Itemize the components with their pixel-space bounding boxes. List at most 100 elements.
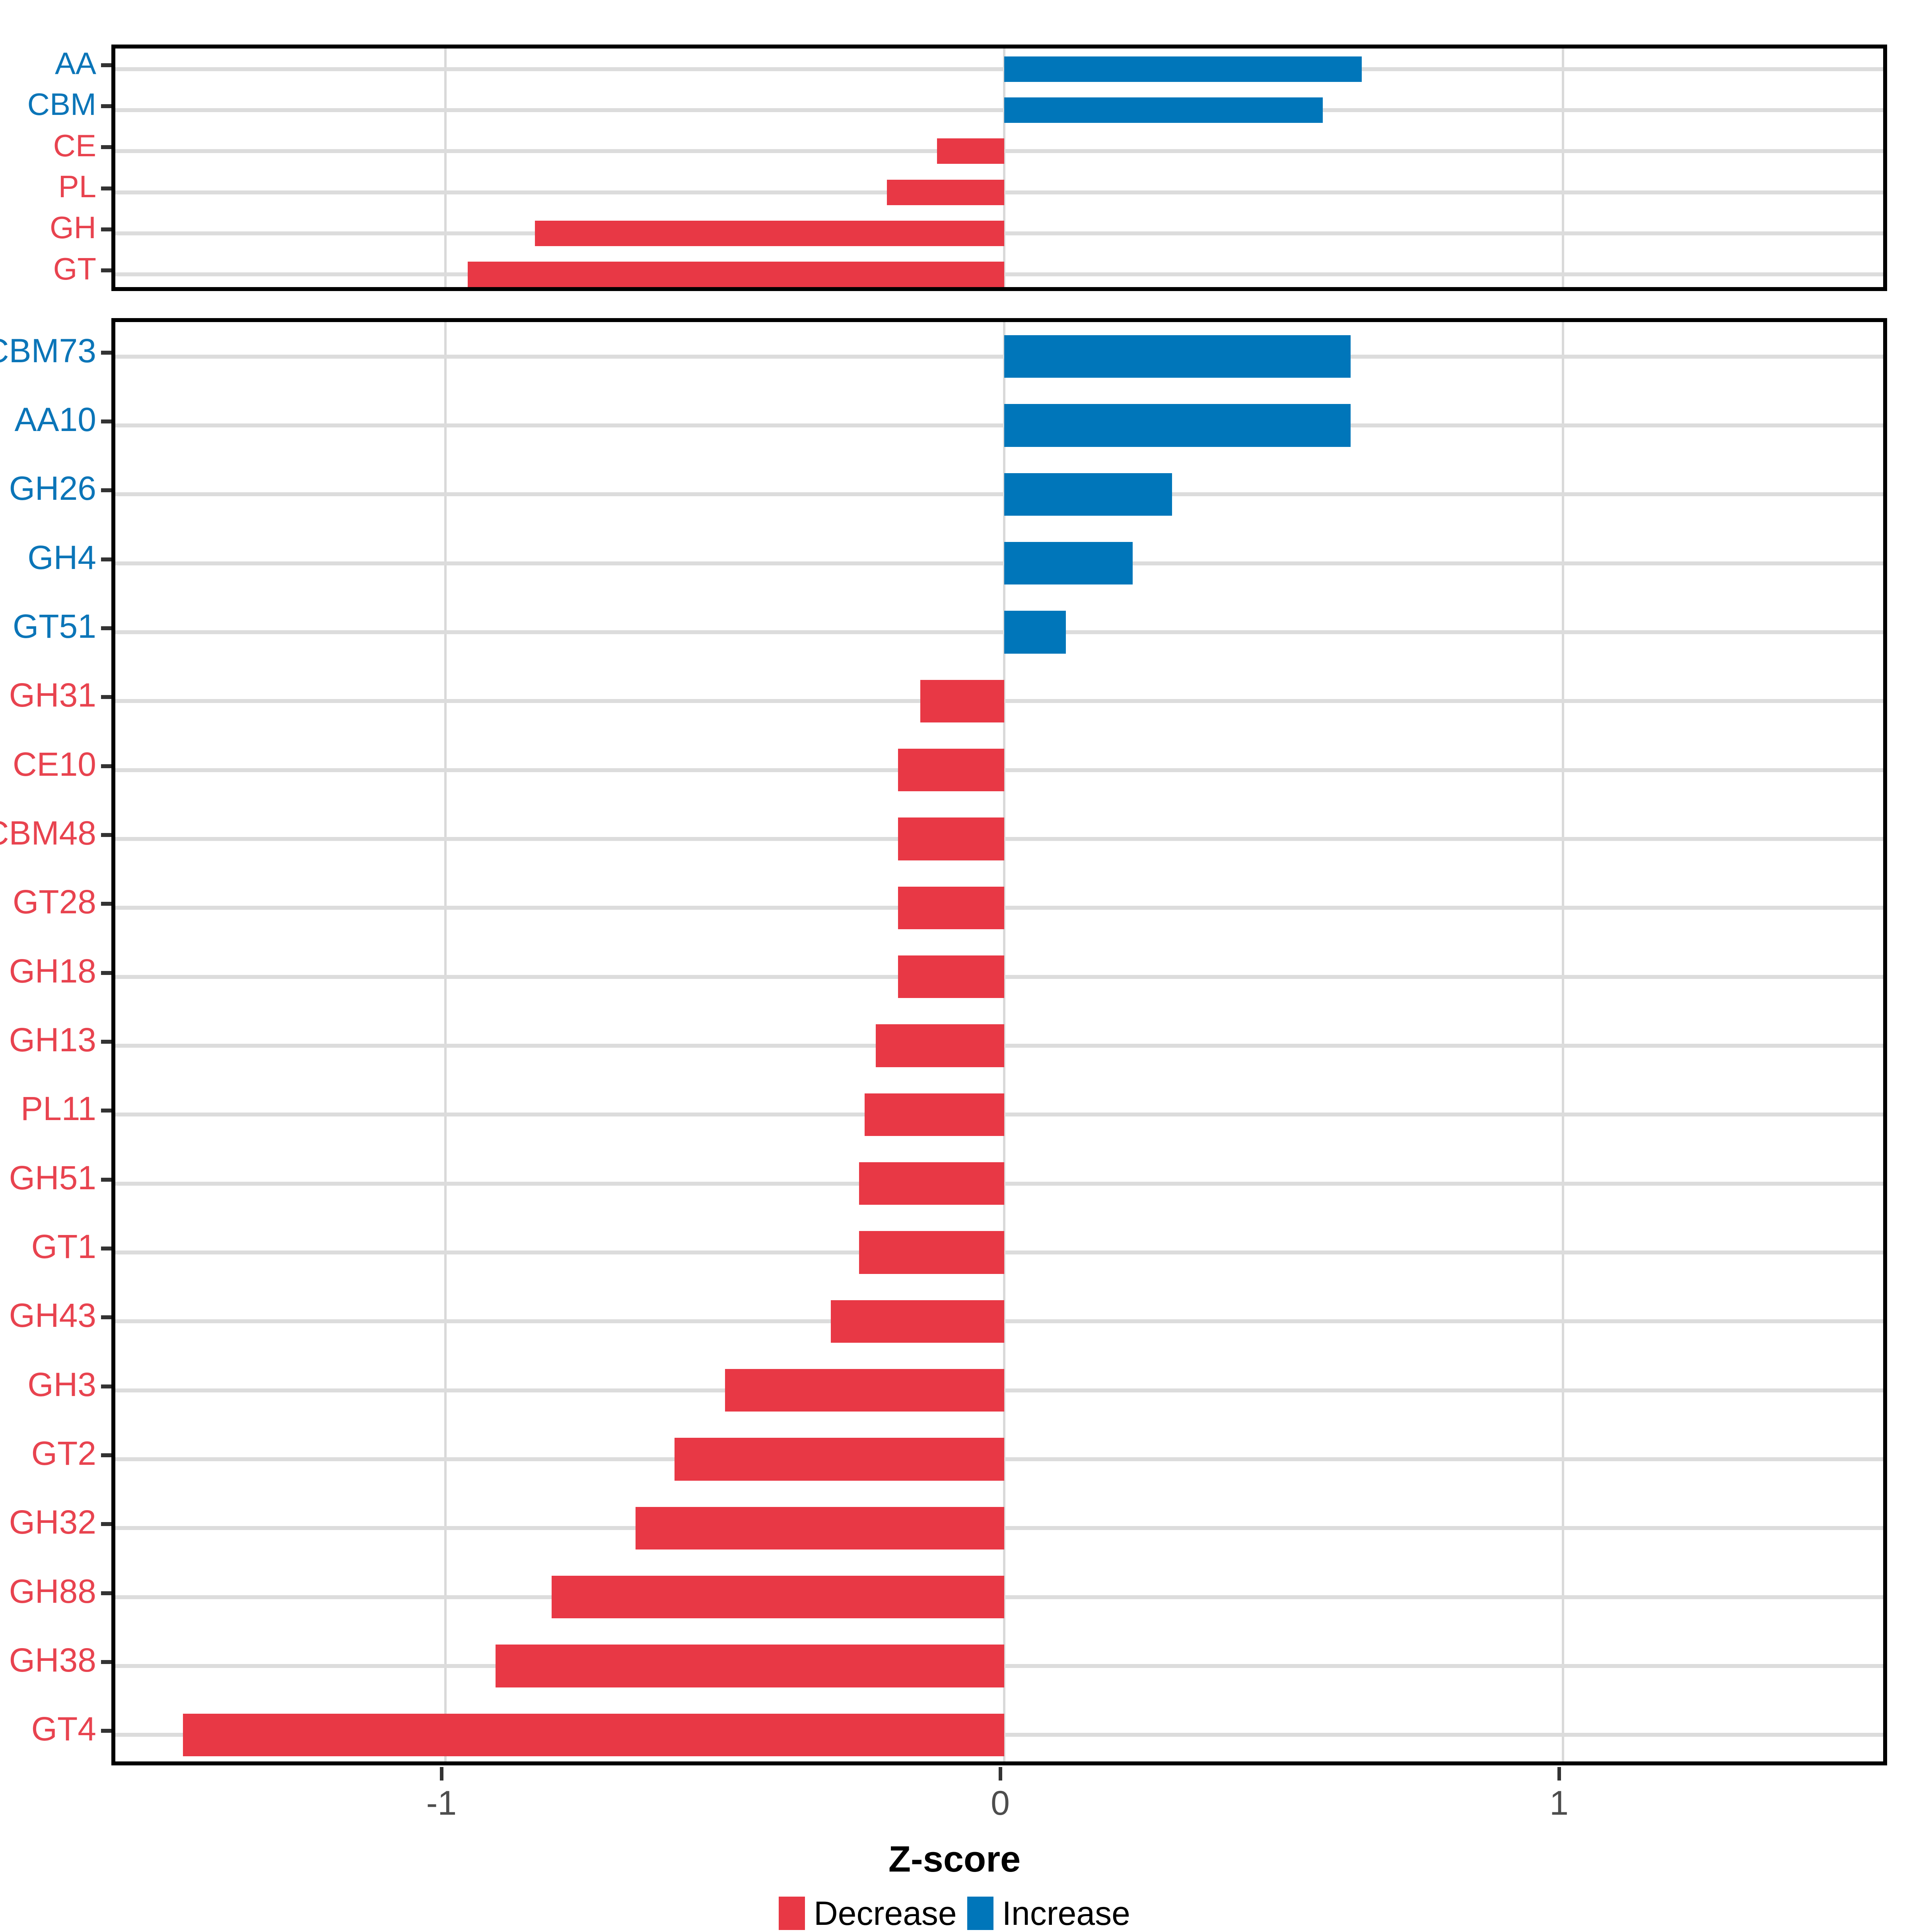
gridline-vertical <box>1003 322 1005 1761</box>
bar-GH43[interactable] <box>831 1300 1004 1343</box>
bar-GT28[interactable] <box>898 886 1004 930</box>
y-axis-tick <box>101 1384 111 1388</box>
legend-item-decrease[interactable]: Decrease <box>779 1897 957 1930</box>
bar-CBM[interactable] <box>1004 97 1323 123</box>
y-axis-tick <box>101 186 111 190</box>
bar-GH4[interactable] <box>1004 542 1133 585</box>
y-axis-label-GH4: GH4 <box>27 538 96 576</box>
y-axis-label-GT28: GT28 <box>12 883 96 921</box>
y-axis-tick <box>101 833 111 837</box>
bar-AA[interactable] <box>1004 56 1362 82</box>
plot-area <box>111 45 1887 291</box>
y-axis-tick <box>101 1177 111 1182</box>
y-axis-tick <box>101 1591 111 1595</box>
bar-GH38[interactable] <box>496 1645 1004 1687</box>
y-axis-tick <box>101 1315 111 1320</box>
y-axis-label-PL11: PL11 <box>21 1090 96 1128</box>
y-axis-tick <box>101 1660 111 1664</box>
y-axis-label-CE10: CE10 <box>12 745 96 783</box>
bar-CE[interactable] <box>937 138 1004 164</box>
x-axis-tick-label: 1 <box>1549 1784 1569 1822</box>
bar-AA10[interactable] <box>1004 404 1351 447</box>
bar-GT1[interactable] <box>859 1231 1004 1274</box>
bar-PL[interactable] <box>886 179 1004 205</box>
gridline-vertical <box>1003 49 1005 287</box>
x-axis-tick <box>999 1767 1002 1781</box>
y-axis-tick <box>101 557 111 561</box>
y-axis-label-GT4: GT4 <box>31 1710 96 1748</box>
bar-PL11[interactable] <box>864 1093 1004 1136</box>
gridline-horizontal <box>115 630 1883 634</box>
x-axis-tick-label: 0 <box>991 1784 1010 1822</box>
y-axis-tick <box>101 1453 111 1457</box>
bar-CBM73[interactable] <box>1004 335 1351 378</box>
y-axis-label-GT1: GT1 <box>31 1227 96 1265</box>
y-axis-label-AA: AA <box>54 45 96 81</box>
legend-item-increase[interactable]: Increase <box>967 1897 1130 1930</box>
chart-legend: Decrease Increase <box>0 1897 1909 1930</box>
bar-GT4[interactable] <box>183 1713 1004 1757</box>
y-axis-label-CE: CE <box>53 128 96 163</box>
y-axis-label-GH: GH <box>50 210 96 245</box>
y-axis-tick <box>101 764 111 768</box>
bar-GH13[interactable] <box>875 1024 1004 1067</box>
legend-label-increase: Increase <box>1002 1895 1130 1932</box>
y-axis-label-GH13: GH13 <box>9 1021 96 1058</box>
gridline-horizontal <box>115 108 1883 112</box>
legend-swatch-decrease <box>779 1897 805 1930</box>
x-axis-tick <box>1557 1767 1561 1781</box>
plot-area <box>111 318 1887 1765</box>
y-axis-label-GH38: GH38 <box>9 1641 96 1679</box>
gridline-horizontal <box>115 354 1883 359</box>
y-axis-label-GH43: GH43 <box>9 1297 96 1334</box>
bar-GH88[interactable] <box>551 1575 1004 1619</box>
y-axis-label-GH88: GH88 <box>9 1572 96 1610</box>
y-axis-tick <box>101 488 111 493</box>
bar-GT[interactable] <box>468 262 1004 287</box>
y-axis-label-GH31: GH31 <box>9 676 96 714</box>
bar-GT51[interactable] <box>1004 611 1066 654</box>
y-axis-label-PL: PL <box>58 169 96 204</box>
y-axis-tick <box>101 419 111 423</box>
bar-GH3[interactable] <box>725 1369 1004 1412</box>
gridline-vertical <box>444 49 447 287</box>
legend-swatch-increase <box>967 1897 993 1930</box>
bar-GT2[interactable] <box>675 1438 1004 1481</box>
bar-GH26[interactable] <box>1004 473 1172 516</box>
gridline-horizontal <box>115 561 1883 565</box>
y-axis-label-CBM73: CBM73 <box>0 332 96 369</box>
y-axis-tick <box>101 104 111 108</box>
y-axis-tick <box>101 695 111 699</box>
y-axis-label-CBM: CBM <box>27 87 96 122</box>
bar-CE10[interactable] <box>898 748 1004 792</box>
bar-GH[interactable] <box>535 220 1004 247</box>
bar-GH31[interactable] <box>920 680 1004 723</box>
bar-CBM48[interactable] <box>898 817 1004 860</box>
y-axis-tick <box>101 63 111 67</box>
y-axis-tick <box>101 1247 111 1250</box>
x-axis-tick-label: -1 <box>426 1784 457 1822</box>
y-axis-label-GT: GT <box>53 251 96 286</box>
x-axis-title: Z-score <box>888 1839 1021 1880</box>
y-axis-tick <box>101 1729 111 1733</box>
y-axis-label-GT2: GT2 <box>31 1434 96 1472</box>
bar-GH51[interactable] <box>859 1162 1004 1205</box>
y-axis-label-AA10: AA10 <box>14 400 97 438</box>
y-axis-tick <box>101 971 111 975</box>
gridline-vertical <box>444 322 447 1761</box>
y-axis-tick <box>101 227 111 231</box>
y-axis-label-GH26: GH26 <box>9 470 96 507</box>
y-axis-label-GH18: GH18 <box>9 952 96 990</box>
bar-GH32[interactable] <box>635 1507 1004 1550</box>
bar-GH18[interactable] <box>898 955 1004 998</box>
y-axis-label-CBM48: CBM48 <box>0 814 96 852</box>
y-axis-tick <box>101 1109 111 1113</box>
y-axis-label-GH32: GH32 <box>9 1503 96 1541</box>
y-axis-label-GH3: GH3 <box>27 1365 96 1403</box>
y-axis-tick <box>101 350 111 355</box>
y-axis-label-GT51: GT51 <box>12 607 96 645</box>
